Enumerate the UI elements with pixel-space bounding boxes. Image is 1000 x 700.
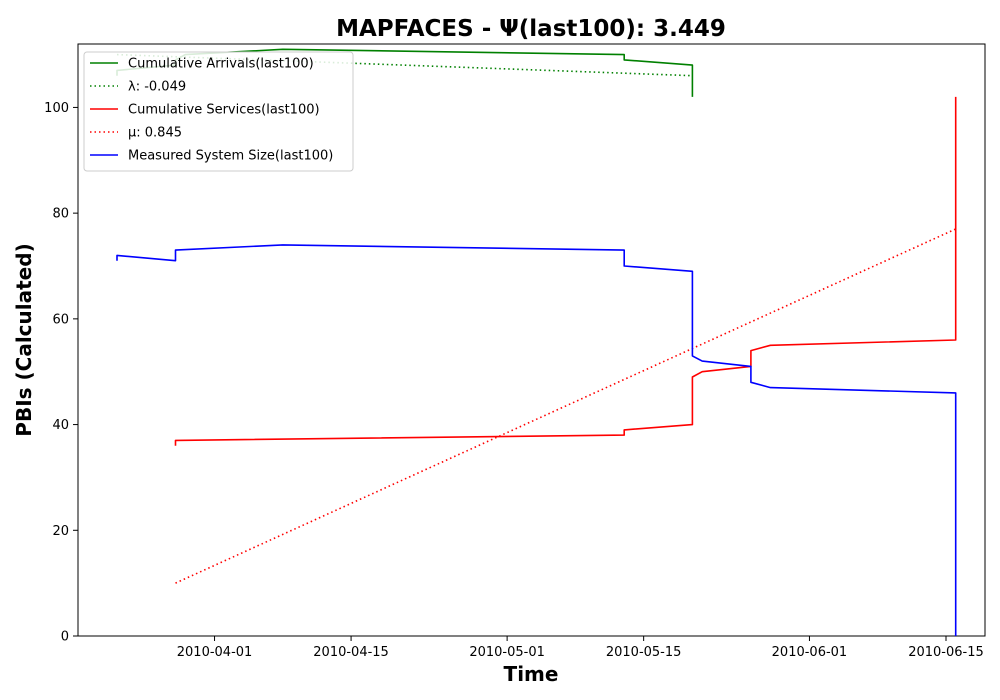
y-axis-label: PBIs (Calculated): [12, 243, 36, 436]
chart-title: MAPFACES - Ψ(last100): 3.449: [336, 16, 726, 42]
legend-box: [83, 51, 354, 172]
x-tick-label: 2010-05-01: [469, 645, 545, 660]
y-tick-label: 80: [52, 207, 69, 222]
legend-label: Cumulative Arrivals(last100): [128, 57, 314, 72]
series-line-4: [175, 228, 957, 584]
x-axis-ticks: 2010-04-01 2010-04-15 2010-05-01 2010-05-15…: [177, 636, 984, 660]
legend-label: Measured System Size(last100): [128, 149, 333, 164]
legend-label: μ: 0.845: [128, 126, 182, 141]
y-tick-label: 20: [52, 524, 69, 539]
series-line-5: [116, 244, 957, 636]
legend-label: λ: -0.049: [128, 80, 186, 95]
legend-label: Cumulative Services(last100): [128, 103, 320, 118]
x-tick-label: 2010-06-15: [908, 645, 984, 660]
y-tick-label: 0: [61, 630, 69, 645]
x-tick-label: 2010-04-01: [177, 645, 253, 660]
x-tick-label: 2010-05-15: [606, 645, 682, 660]
x-tick-label: 2010-06-01: [772, 645, 848, 660]
y-axis-ticks: 0 20 40 60 80 100: [44, 101, 78, 645]
y-tick-label: 40: [52, 418, 69, 433]
legend: Cumulative Arrivals(last100) λ: -0.049 Cum…: [83, 51, 354, 172]
y-tick-label: 100: [44, 101, 69, 116]
x-tick-label: 2010-04-15: [313, 645, 389, 660]
x-axis-label: Time: [504, 662, 559, 686]
y-tick-label: 60: [52, 312, 69, 327]
